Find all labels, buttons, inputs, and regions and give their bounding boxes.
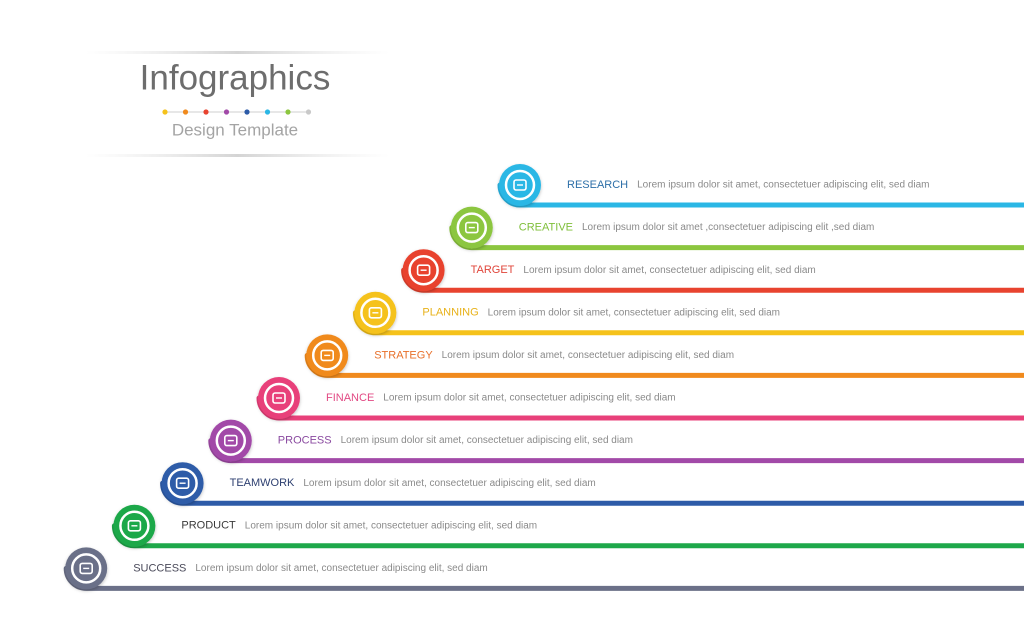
step-badge-ring [456, 212, 488, 243]
step-icon [416, 264, 431, 277]
step: PLANNING Lorem ipsum dolor sit amet, cons… [352, 291, 1024, 336]
dot [203, 109, 209, 115]
step-text: Lorem ipsum dolor sit amet, consectetuer… [442, 350, 734, 361]
icon-shape [416, 264, 431, 277]
step-text: Lorem ipsum dolor sit amet, consectetuer… [383, 393, 675, 404]
step: TEAMWORK Lorem ipsum dolor sit amet, cons… [160, 462, 1024, 506]
subtitle: Design Template [172, 120, 298, 139]
icon-shape [127, 519, 142, 532]
step-icon [513, 179, 527, 191]
icon-shape [464, 221, 479, 234]
step-badge-ring [504, 169, 536, 201]
step-icon [272, 392, 286, 404]
step-text: Lorem ipsum dolor sit amet, consectetuer… [488, 307, 780, 318]
step-badge-ring [167, 467, 198, 499]
step: CREATIVE Lorem ipsum dolor sit amet ,cons… [449, 206, 1024, 251]
step: PROCESS Lorem ipsum dolor sit amet, conse… [208, 419, 1024, 464]
title: Infographics [140, 58, 331, 97]
icon-shape [368, 306, 383, 319]
step-label: STRATEGY [374, 349, 433, 361]
icon-shape [513, 179, 527, 191]
step-text: Lorem ipsum dolor sit amet ,consectetuer… [582, 222, 874, 233]
step-label: RESEARCH [567, 179, 628, 191]
step-badge-ring [311, 340, 343, 371]
step-icon [79, 562, 93, 575]
step-label: TARGET [471, 264, 515, 276]
step: FINANCE Lorem ipsum dolor sit amet, conse… [256, 377, 1024, 421]
step-badge-ring [119, 510, 150, 542]
step: STRATEGY Lorem ipsum dolor sit amet, cons… [304, 334, 1024, 378]
step-badge-ring [70, 553, 102, 584]
dot [223, 109, 230, 115]
step-badge-ring [263, 382, 295, 414]
steps: SUCCESS Lorem ipsum dolor sit amet, conse… [63, 164, 1024, 591]
icon-shape [320, 349, 335, 362]
step-badge-ring [408, 254, 439, 286]
step-label: SUCCESS [133, 562, 186, 574]
step-label: PLANNING [422, 307, 478, 319]
dot [285, 109, 291, 115]
step-label: FINANCE [326, 392, 374, 404]
dot [305, 109, 312, 115]
step-icon [175, 477, 190, 490]
step: RESEARCH Lorem ipsum dolor sit amet, cons… [497, 164, 1024, 208]
step: TARGET Lorem ipsum dolor sit amet, consec… [401, 249, 1024, 293]
header: Infographics Design Template [85, 51, 390, 157]
icon-shape [272, 392, 286, 404]
step-icon [127, 519, 142, 532]
step-badge-ring [215, 425, 247, 456]
header-rule [85, 154, 390, 157]
step-icon [320, 349, 335, 362]
step: SUCCESS Lorem ipsum dolor sit amet, conse… [63, 547, 1024, 591]
step-label: TEAMWORK [230, 477, 295, 489]
step-text: Lorem ipsum dolor sit amet, consectetuer… [637, 180, 929, 191]
dot-row [162, 109, 312, 115]
icon-shape [224, 434, 238, 447]
step-text: Lorem ipsum dolor sit amet, consectetuer… [245, 520, 537, 531]
step-text: Lorem ipsum dolor sit amet, consectetuer… [523, 265, 815, 276]
step-label: PRODUCT [181, 520, 236, 532]
icon-shape [175, 477, 190, 490]
step-text: Lorem ipsum dolor sit amet, consectetuer… [341, 435, 633, 446]
step-icon [224, 434, 238, 447]
step-text: Lorem ipsum dolor sit amet, consectetuer… [303, 478, 595, 489]
dot [264, 109, 271, 115]
step-label: PROCESS [278, 435, 332, 447]
icon-shape [79, 562, 93, 575]
dot [162, 109, 168, 115]
step-icon [464, 221, 479, 234]
step: PRODUCT Lorem ipsum dolor sit amet, conse… [111, 504, 1024, 549]
dot [182, 109, 189, 115]
dot [244, 109, 250, 115]
step-label: CREATIVE [519, 222, 573, 234]
header-rule [85, 51, 390, 54]
step-icon [368, 306, 383, 319]
step-text: Lorem ipsum dolor sit amet, consectetuer… [195, 563, 487, 574]
step-badge-ring [360, 297, 391, 329]
